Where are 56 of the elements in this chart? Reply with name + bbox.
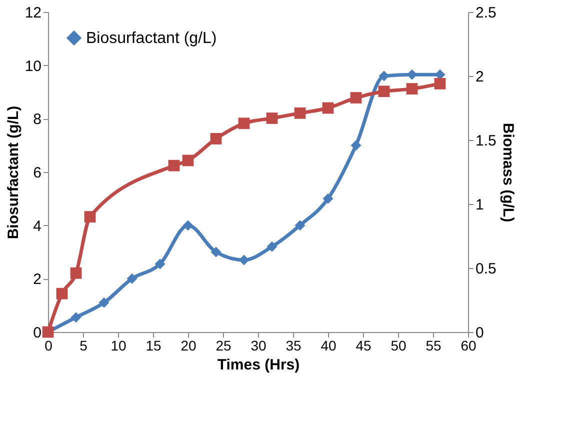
x-tick-label: 10 — [110, 338, 126, 354]
point — [154, 258, 166, 270]
point — [70, 267, 82, 279]
x-tick-label: 15 — [146, 338, 162, 354]
point — [378, 70, 390, 82]
point — [168, 160, 180, 172]
x-tick-label: 5 — [80, 338, 88, 354]
point — [70, 312, 82, 323]
point — [434, 78, 446, 90]
y2-tick-label: 2 — [476, 68, 484, 86]
point — [182, 220, 194, 231]
point — [238, 254, 250, 266]
y-tick-label: 2 — [33, 271, 42, 288]
y-tick-label: 8 — [33, 111, 42, 128]
point — [266, 112, 278, 124]
point — [98, 297, 110, 308]
y-tick-label: 10 — [24, 58, 42, 75]
y2-tick-label: 2.5 — [476, 4, 496, 22]
x-tick-label: 20 — [180, 338, 196, 354]
y2-axis-title: Biomass (g/L) — [499, 122, 516, 222]
y2-tick-label: 1.5 — [476, 132, 496, 150]
point — [350, 140, 362, 151]
point — [350, 92, 362, 104]
point — [322, 193, 334, 204]
x-tick-label: 30 — [250, 338, 266, 354]
x-tick-label: 0 — [44, 338, 53, 354]
point — [322, 102, 334, 114]
y-tick-label: 6 — [33, 164, 42, 182]
x-tick-label: 40 — [320, 338, 336, 354]
x-axis-title: Times (Hrs) — [217, 356, 300, 374]
point — [182, 154, 194, 166]
y-tick-label: 12 — [24, 4, 42, 22]
point — [294, 107, 306, 119]
x-tick-label: 35 — [286, 338, 302, 354]
y2-tick-label: 0.5 — [476, 260, 496, 278]
point — [56, 288, 68, 300]
point — [406, 83, 418, 94]
x-tick-label: 60 — [460, 338, 476, 354]
y2-tick-label: 1 — [476, 196, 484, 214]
y2-tick-label: 0 — [476, 324, 484, 342]
x-tick-label: 55 — [426, 338, 442, 354]
point — [378, 86, 390, 98]
point — [238, 118, 250, 130]
point — [266, 241, 278, 252]
x-tick-label: 25 — [216, 338, 232, 354]
legend-label: Biosurfactant (g/L) — [86, 30, 217, 47]
point — [210, 246, 222, 258]
point — [294, 220, 306, 231]
y-axis-title: Biosurfactant (g/L) — [4, 106, 22, 240]
y-tick-label: 4 — [33, 218, 42, 235]
point — [126, 273, 138, 284]
y-tick-label: 0 — [33, 324, 42, 342]
point — [210, 133, 222, 144]
x-tick-label: 50 — [390, 338, 406, 354]
x-tick-label: 45 — [356, 338, 372, 354]
point — [84, 211, 96, 222]
